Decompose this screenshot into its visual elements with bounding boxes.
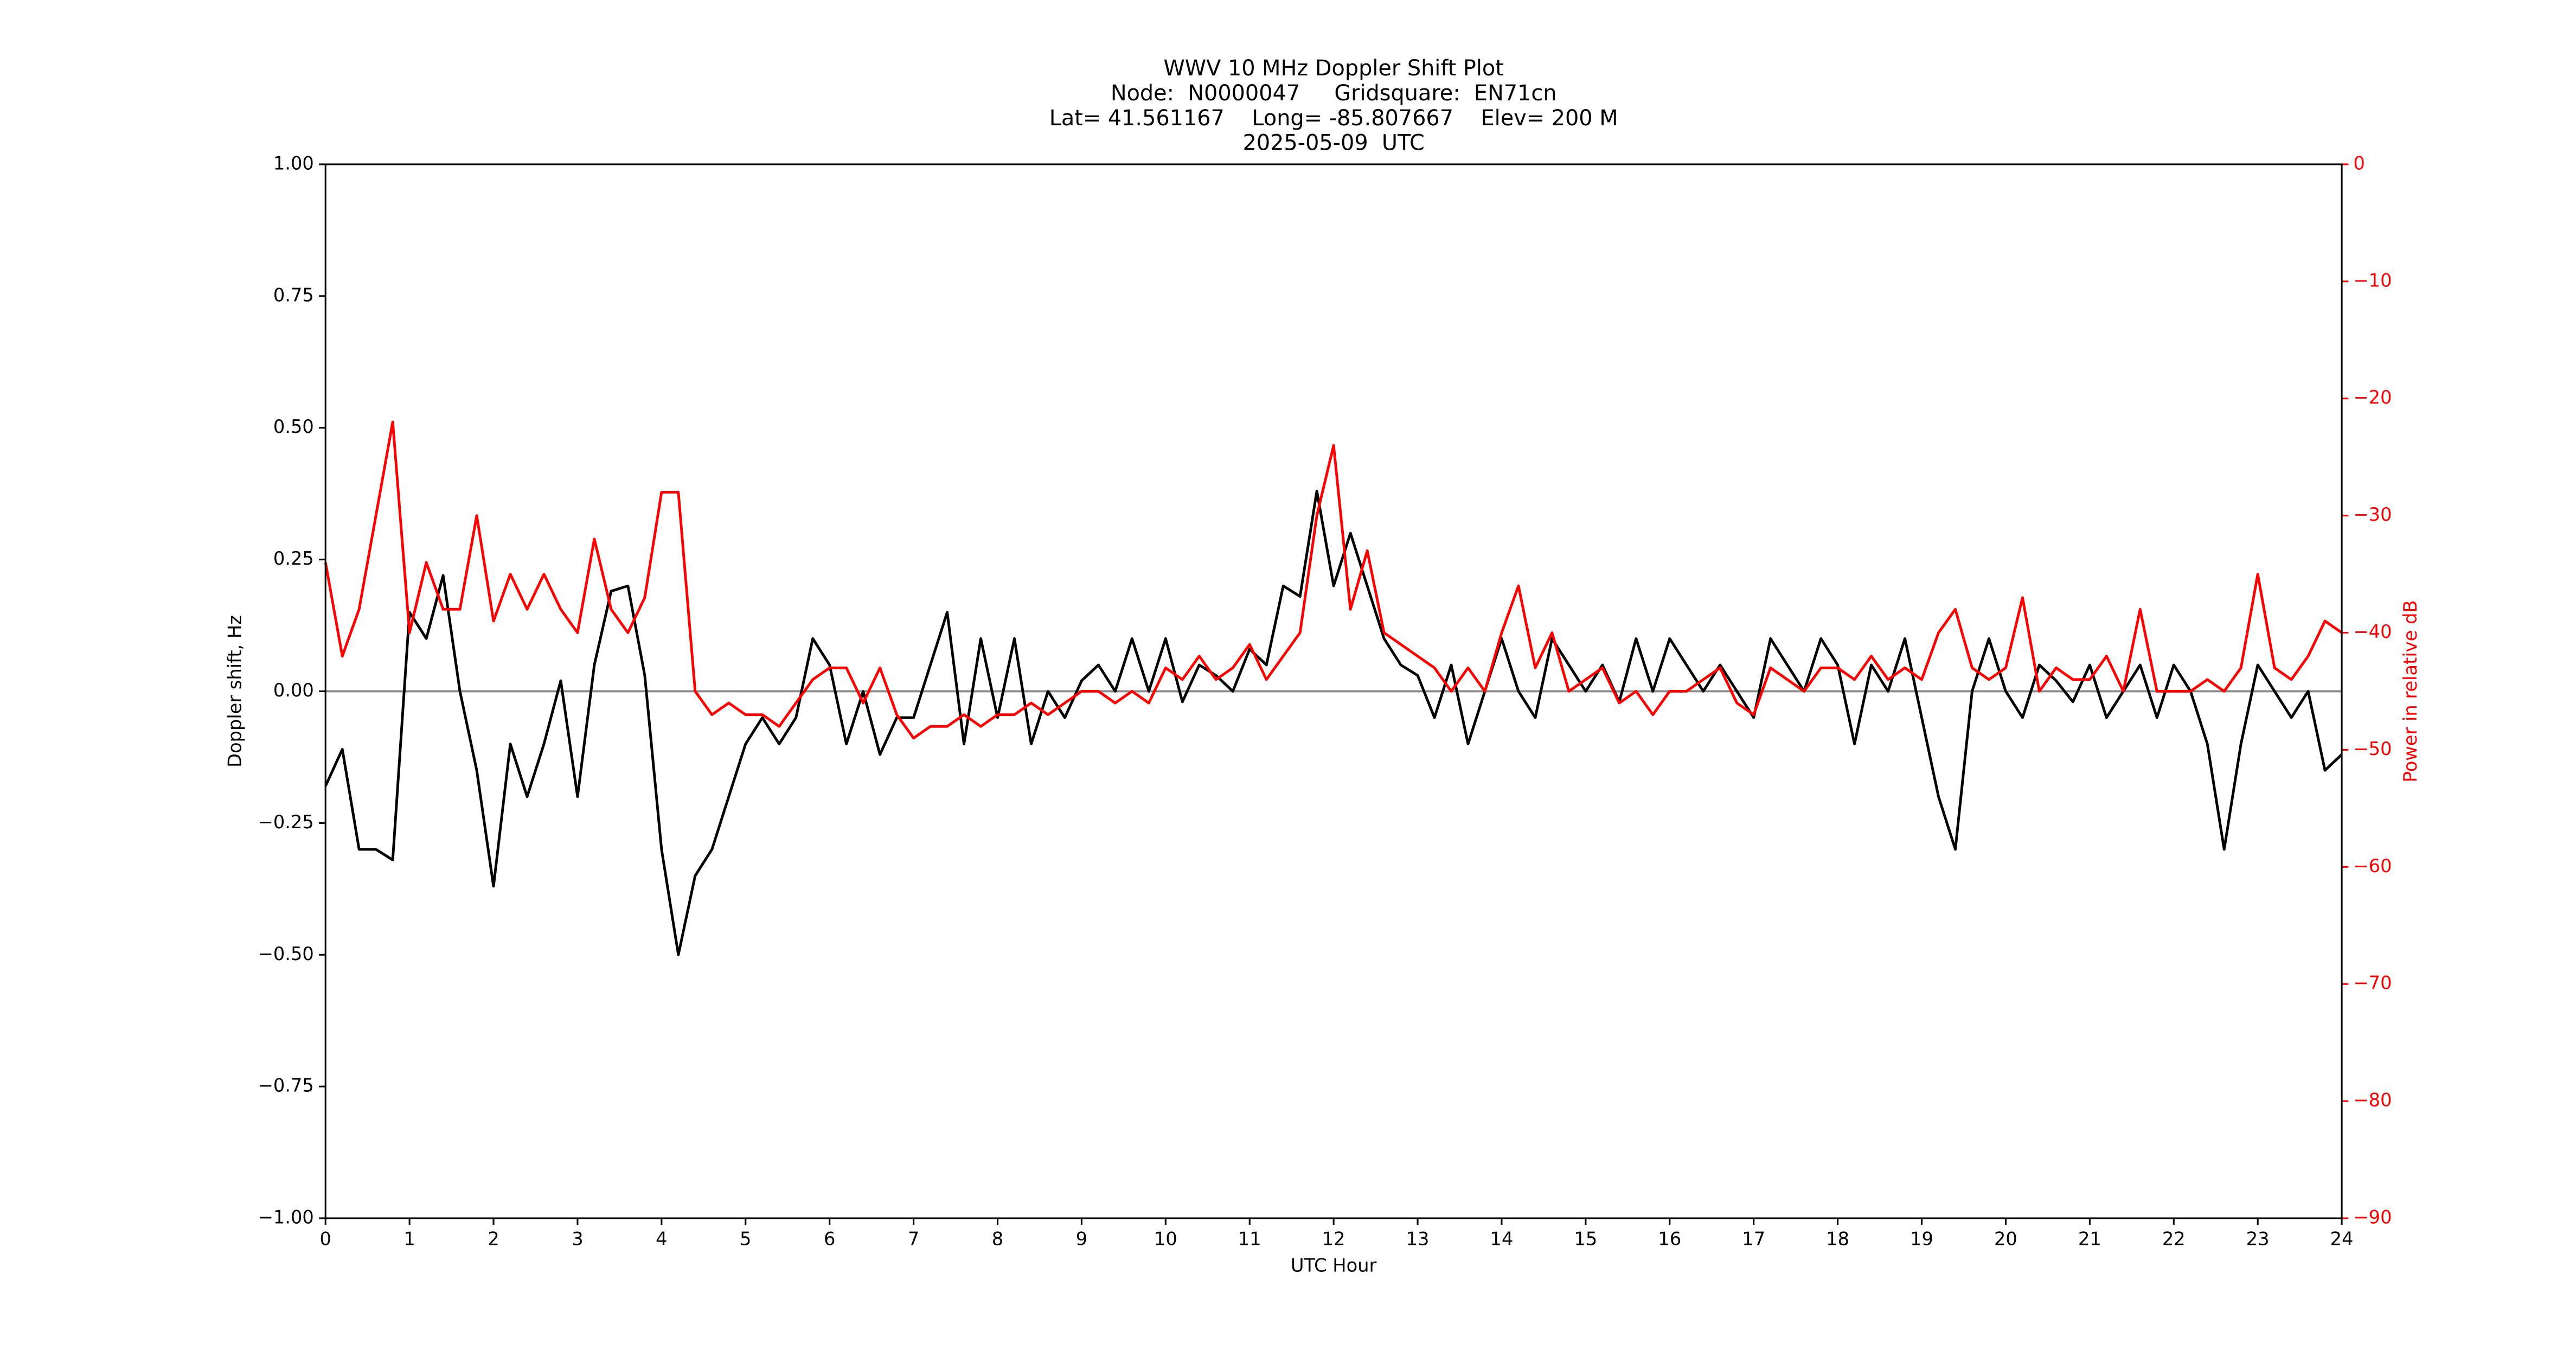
x-axis-label: UTC Hour bbox=[1291, 1255, 1377, 1276]
chart-title: 2025-05-09 UTC bbox=[1243, 131, 1425, 156]
x-tick-label: 6 bbox=[824, 1228, 835, 1249]
y-tick-label: 0.00 bbox=[273, 680, 314, 701]
x-tick-label: 15 bbox=[1574, 1228, 1597, 1249]
x-tick-label: 22 bbox=[2162, 1228, 2186, 1249]
x-tick-label: 7 bbox=[908, 1228, 919, 1249]
y-tick-label: 0.75 bbox=[273, 284, 314, 305]
y-tick-label: −0.50 bbox=[258, 943, 314, 964]
y-tick-label: −0.25 bbox=[258, 811, 314, 833]
x-tick-label: 17 bbox=[1742, 1228, 1765, 1249]
y2-tick-label: −50 bbox=[2354, 738, 2392, 759]
y2-tick-label: −90 bbox=[2354, 1207, 2392, 1228]
x-tick-label: 11 bbox=[1238, 1228, 1261, 1249]
y-tick-label: 0.50 bbox=[273, 416, 314, 437]
y-tick-label: 0.25 bbox=[273, 548, 314, 569]
y2-tick-label: −40 bbox=[2354, 621, 2392, 642]
y-tick-label: 1.00 bbox=[273, 152, 314, 174]
y2-axis-label: Power in relative dB bbox=[2400, 600, 2421, 783]
x-tick-label: 21 bbox=[2078, 1228, 2101, 1249]
plot-frame bbox=[324, 163, 2343, 1219]
y2-tick-label: −10 bbox=[2354, 270, 2392, 291]
x-tick-label: 19 bbox=[1910, 1228, 1933, 1249]
series-line bbox=[324, 489, 2343, 956]
x-tick-label: 18 bbox=[1826, 1228, 1849, 1249]
x-tick-label: 20 bbox=[1994, 1228, 2017, 1249]
x-tick-label: 23 bbox=[2246, 1228, 2270, 1249]
x-tick-label: 24 bbox=[2330, 1228, 2354, 1249]
x-tick-label: 10 bbox=[1154, 1228, 1177, 1249]
x-tick-label: 0 bbox=[320, 1228, 331, 1249]
x-tick-label: 16 bbox=[1658, 1228, 1681, 1249]
y-axis-label: Doppler shift, Hz bbox=[224, 615, 245, 767]
x-tick-label: 14 bbox=[1490, 1228, 1514, 1249]
chart-title: WWV 10 MHz Doppler Shift Plot bbox=[1163, 56, 1503, 81]
x-tick-label: 5 bbox=[740, 1228, 751, 1249]
x-tick-label: 9 bbox=[1076, 1228, 1087, 1249]
x-tick-label: 1 bbox=[403, 1228, 415, 1249]
x-tick-label: 4 bbox=[656, 1228, 667, 1249]
y2-tick-label: −80 bbox=[2354, 1090, 2392, 1111]
x-tick-label: 3 bbox=[572, 1228, 583, 1249]
y2-tick-label: −30 bbox=[2354, 504, 2392, 525]
x-tick-label: 8 bbox=[992, 1228, 1003, 1249]
x-tick-label: 2 bbox=[488, 1228, 499, 1249]
chart-title: Node: N0000047 Gridsquare: EN71cn bbox=[1111, 81, 1557, 106]
x-tick-label: 13 bbox=[1406, 1228, 1430, 1249]
y2-tick-label: −60 bbox=[2354, 855, 2392, 877]
y-tick-label: −1.00 bbox=[258, 1207, 314, 1228]
y-tick-label: −0.75 bbox=[258, 1075, 314, 1096]
chart-title: Lat= 41.561167 Long= -85.807667 Elev= 20… bbox=[1049, 106, 1618, 131]
y2-tick-label: −20 bbox=[2354, 387, 2392, 408]
y2-tick-label: −70 bbox=[2354, 973, 2392, 994]
series-line bbox=[324, 420, 2343, 740]
x-tick-label: 12 bbox=[1322, 1228, 1345, 1249]
y2-tick-label: 0 bbox=[2354, 152, 2365, 174]
